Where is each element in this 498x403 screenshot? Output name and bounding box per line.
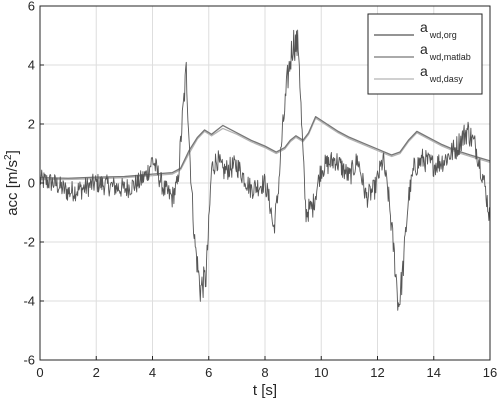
x-tick-label: 4	[149, 365, 156, 380]
axis-ticks: 0 2 4 6 8 10 12 14 16 -6 -4 -2 0 2 4 6	[23, 0, 497, 380]
legend-entry: a wd,matlab	[420, 41, 471, 62]
series-line	[39, 29, 491, 311]
x-tick-label: 16	[483, 365, 497, 380]
x-tick-label: 14	[427, 365, 441, 380]
series-layer	[39, 29, 491, 311]
y-axis-label-end: ]	[4, 150, 21, 154]
y-tick-label: 0	[28, 176, 35, 191]
x-tick-label: 12	[370, 365, 384, 380]
y-tick-label: -2	[23, 235, 35, 250]
y-axis-label-superscript: 2	[3, 154, 14, 160]
y-axis-label: acc [m/s2]	[3, 150, 21, 216]
y-tick-label: 6	[28, 0, 35, 14]
legend-box	[367, 13, 483, 95]
x-tick-label: 2	[93, 365, 100, 380]
y-tick-label: -6	[23, 353, 35, 368]
x-tick-label: 6	[205, 365, 212, 380]
y-tick-label: 4	[28, 58, 35, 73]
x-axis-label: t [s]	[253, 382, 277, 399]
legend-entry: a wd,dasy	[420, 63, 463, 84]
x-tick-label: 8	[261, 365, 268, 380]
x-tick-label: 0	[36, 365, 43, 380]
y-tick-label: -4	[23, 294, 35, 309]
legend-entry: a wd,org	[420, 19, 457, 40]
y-axis-label-base: acc [m/s	[4, 160, 21, 216]
x-tick-label: 10	[314, 365, 328, 380]
y-tick-label: 2	[28, 117, 35, 132]
